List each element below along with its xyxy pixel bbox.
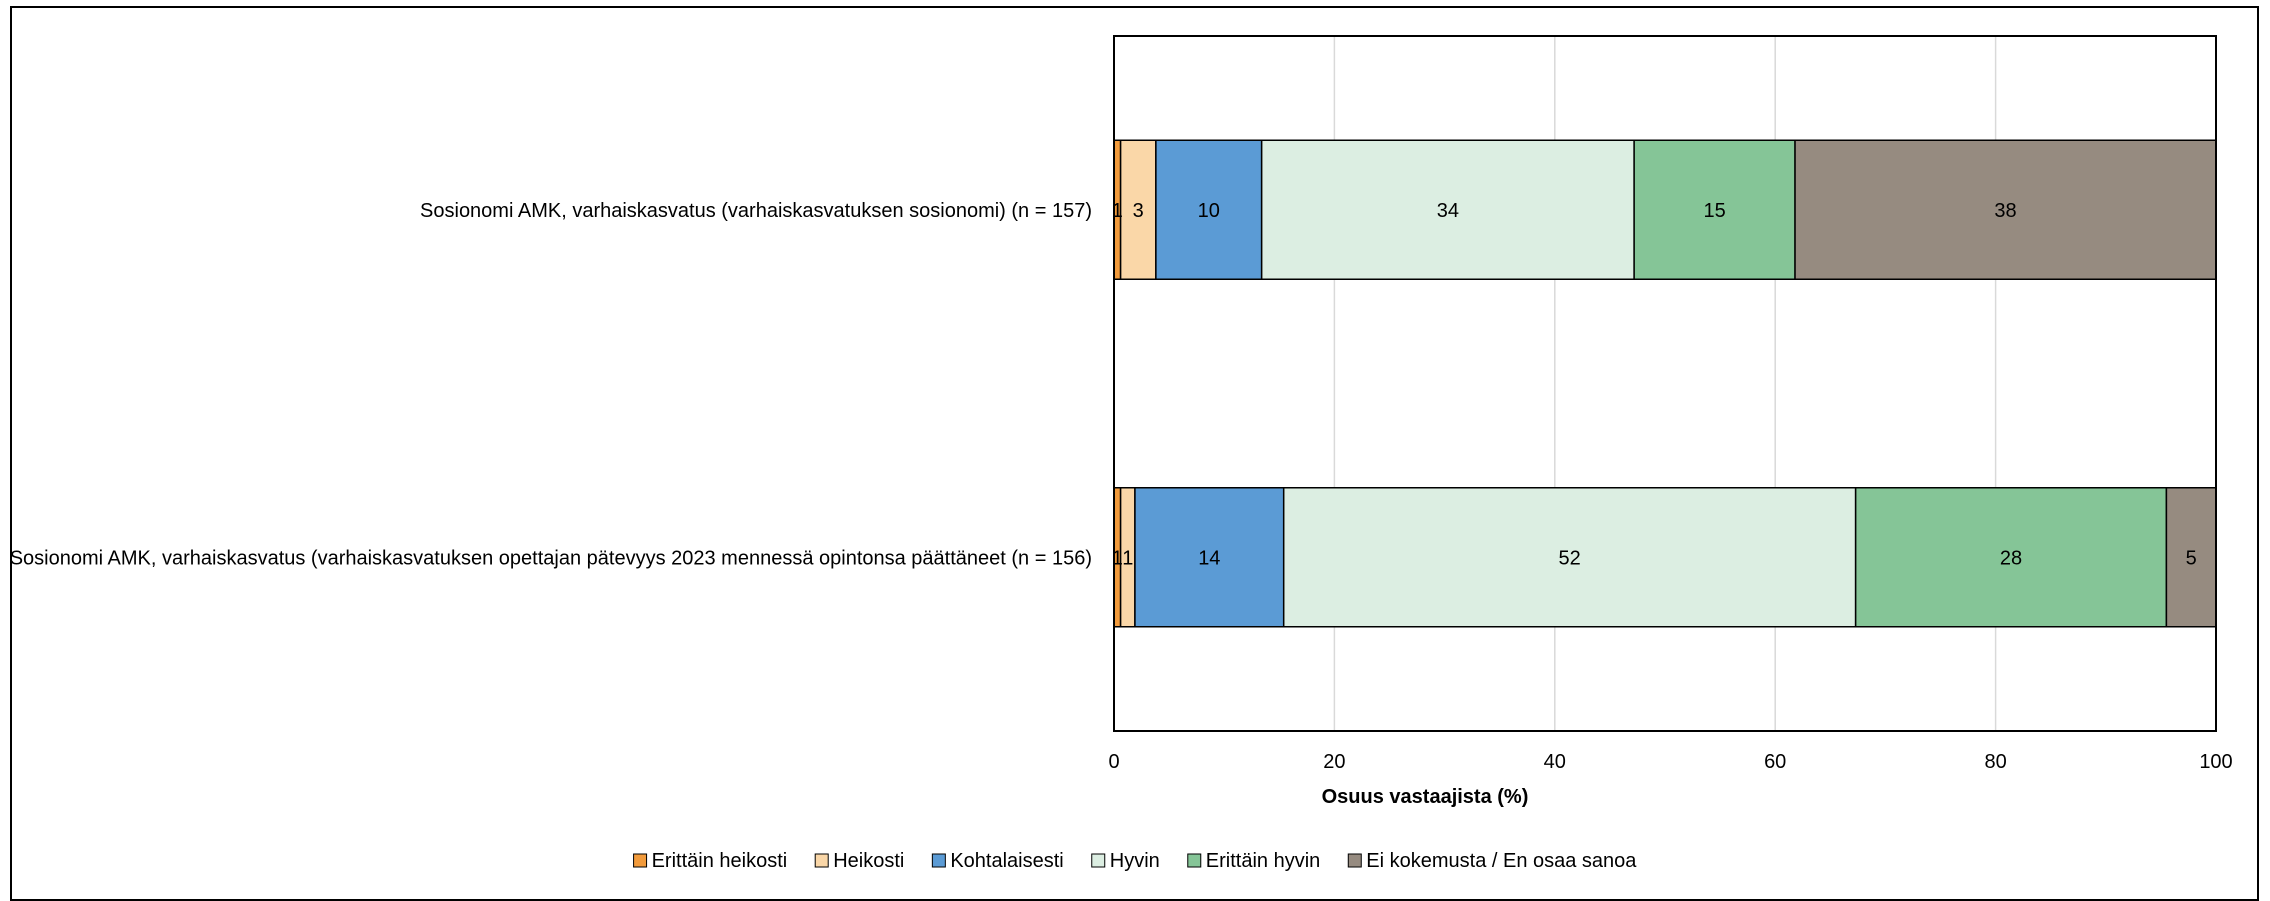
legend-swatch [633,853,648,868]
legend: Erittäin heikosti Heikosti Kohtalaisesti Hy… [633,850,1637,872]
bar-segment [1794,139,2217,280]
data-label: 38 [1994,200,2016,222]
x-axis-label: Osuus vastaajista (%) [1322,786,1529,808]
legend-item: Kohtalaisesti [931,850,1064,872]
plot-area-border [1113,35,2217,732]
data-label: 15 [1703,200,1725,222]
legend-item: Hyvin [1091,850,1160,872]
legend-label: Ei kokemusta / En osaa sanoa [1366,850,1637,872]
data-label: 1 [1112,547,1123,569]
legend-swatch [814,853,829,868]
legend-label: Heikosti [833,850,904,872]
legend-item: Heikosti [814,850,904,872]
data-label: 5 [2186,547,2197,569]
legend-item: Ei kokemusta / En osaa sanoa [1347,850,1637,872]
x-tick-label: 20 [1323,751,1345,773]
legend-item: Erittäin heikosti [633,850,788,872]
legend-label: Kohtalaisesti [950,850,1063,872]
legend-swatch [1347,853,1362,868]
x-axis-tick-labels: 0 20 40 60 80 100 [1108,751,2232,773]
x-tick-label: 60 [1764,751,1786,773]
bar-segment [2165,487,2217,628]
x-tick-label: 40 [1544,751,1566,773]
legend-label: Erittäin heikosti [652,850,788,872]
data-label: 52 [1559,547,1581,569]
bar-segment [1260,139,1635,280]
data-label: 14 [1198,547,1220,569]
data-label: 10 [1198,200,1220,222]
data-label: 3 [1133,200,1144,222]
data-label: 1 [1112,200,1123,222]
bar-segment [1633,139,1796,280]
bar-segment [1134,487,1285,628]
bar-segment [1282,487,1857,628]
bar-segment [1854,487,2168,628]
category-labels: Sosionomi AMK, varhaiskasvatus (varhaisk… [10,200,1092,570]
data-label: 34 [1437,200,1459,222]
x-tick-label: 100 [2199,751,2232,773]
legend-swatch [931,853,946,868]
legend-label: Erittäin hyvin [1206,850,1321,872]
category-label: Sosionomi AMK, varhaiskasvatus (varhaisk… [10,547,1092,569]
x-tick-label: 80 [1984,751,2006,773]
legend-label: Hyvin [1110,850,1160,872]
x-tick-label: 0 [1108,751,1119,773]
legend-item: Erittäin hyvin [1187,850,1321,872]
legend-swatch [1187,853,1202,868]
data-labels: 1 3 10 34 15 381 1 14 52 28 5 [1112,200,2197,570]
bar-segment [1155,139,1263,280]
data-label: 1 [1122,547,1133,569]
legend-swatch [1091,853,1106,868]
bar-segment [1119,139,1157,280]
category-label: Sosionomi AMK, varhaiskasvatus (varhaisk… [420,200,1092,222]
data-label: 28 [2000,547,2022,569]
bar-segments [1113,139,2217,628]
